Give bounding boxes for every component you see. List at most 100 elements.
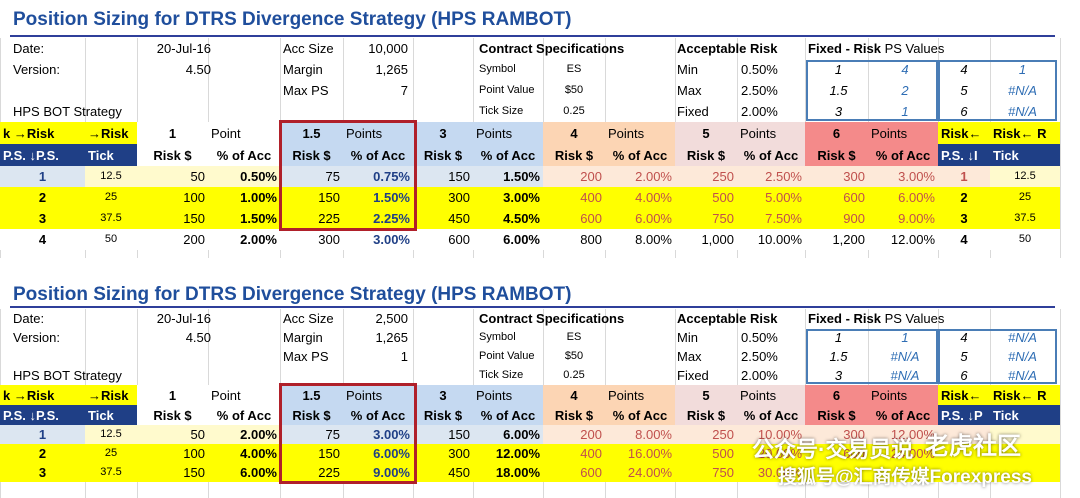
risk-value[interactable]: 500 (675, 444, 737, 463)
risk-value[interactable]: 300 (805, 425, 868, 444)
risk-fixed-label[interactable]: Fixed (677, 104, 709, 119)
risk-value[interactable]: 400 (543, 187, 605, 208)
margin-value[interactable]: 1,265 (375, 62, 408, 77)
acceptable-risk-heading[interactable]: Acceptable Risk (677, 311, 778, 326)
tick-size-value[interactable]: 0.25 (563, 369, 585, 381)
pct-value[interactable]: 5.00% (737, 187, 805, 208)
pct-value[interactable]: 3.00% (343, 425, 413, 444)
row-right-tick[interactable] (990, 425, 1060, 444)
head-tick[interactable]: Tick (85, 405, 137, 425)
row-tick[interactable]: 37.5 (85, 208, 137, 229)
pct-value[interactable]: 20.00% (737, 444, 805, 463)
maxps-label[interactable]: Max PS (283, 349, 329, 364)
pct-value[interactable]: 3.00% (343, 229, 413, 250)
pct-header[interactable]: % of Acc (605, 144, 675, 166)
risk-value[interactable]: 300 (413, 444, 473, 463)
symbol-value[interactable]: ES (566, 331, 582, 343)
fixed-ps-value[interactable]: #N/A (1008, 104, 1037, 119)
fixed-ps-value[interactable]: 1 (1018, 62, 1027, 77)
point-value-label[interactable]: Point Value (479, 84, 535, 96)
risk-value[interactable]: 300 (280, 229, 343, 250)
head-left-b[interactable]: →Risk (85, 385, 137, 405)
group-head-unit-4[interactable]: Points (605, 122, 675, 144)
acceptable-risk-heading[interactable]: Acceptable Risk (677, 41, 778, 56)
risk-value[interactable]: 450 (413, 463, 473, 482)
row-ps[interactable]: 3 (0, 208, 85, 229)
group-head-unit-5[interactable]: Points (737, 122, 805, 144)
head-ps[interactable]: P.S. ↓P.S. (0, 405, 85, 425)
tick-size-label[interactable]: Tick Size (479, 369, 524, 381)
tick-size-label[interactable]: Tick Size (479, 105, 524, 117)
pct-value[interactable]: 10.00% (737, 425, 805, 444)
risk-header[interactable]: Risk $ (805, 144, 868, 166)
pct-value[interactable]: 9.00% (868, 208, 938, 229)
pct-value[interactable] (868, 463, 938, 482)
pct-header[interactable]: % of Acc (605, 405, 675, 425)
pct-value[interactable]: 6.00% (343, 444, 413, 463)
risk-value[interactable]: 225 (280, 208, 343, 229)
contract-heading[interactable]: Contract Specifications (479, 311, 625, 326)
pct-value[interactable]: 12.00% (868, 425, 938, 444)
risk-value[interactable]: 50 (137, 425, 208, 444)
risk-value[interactable]: 200 (543, 166, 605, 187)
row-right-tick[interactable]: 37.5 (990, 208, 1060, 229)
risk-max-label[interactable]: Max (677, 83, 702, 98)
pct-value[interactable]: 6.00% (208, 463, 280, 482)
date-label[interactable]: Date: (13, 311, 45, 326)
maxps-value[interactable]: 7 (400, 83, 408, 98)
fixed-ps-value[interactable]: #N/A (1008, 83, 1037, 98)
pct-value[interactable]: 4.00% (208, 444, 280, 463)
pct-header[interactable]: % of Acc (473, 144, 543, 166)
fixed-ps-value[interactable]: 4 (960, 62, 968, 77)
head-right-tick[interactable]: Tick (990, 144, 1060, 166)
margin-value[interactable]: 1,265 (375, 330, 408, 345)
row-right-tick[interactable]: 25 (990, 187, 1060, 208)
row-right-ps[interactable] (938, 425, 990, 444)
strategy-label[interactable]: HPS BOT Strategy (13, 104, 122, 119)
fixed-ps-value[interactable]: 5 (960, 349, 968, 364)
risk-value[interactable]: 600 (543, 463, 605, 482)
fixed-ps-heading[interactable]: Fixed - Risk PS Values (805, 38, 1055, 59)
pct-value[interactable]: 1.50% (343, 187, 413, 208)
risk-header[interactable]: Risk $ (413, 405, 473, 425)
risk-header[interactable]: Risk $ (543, 405, 605, 425)
group-head-unit-1[interactable]: Point (208, 385, 280, 405)
risk-max-value[interactable]: 2.50% (741, 349, 778, 364)
sheet-title[interactable]: Position Sizing for DTRS Divergence Stra… (13, 8, 572, 30)
risk-value[interactable]: 500 (675, 187, 737, 208)
group-head-unit-2[interactable]: Points (343, 385, 413, 405)
risk-value[interactable]: 200 (543, 425, 605, 444)
pct-header[interactable]: % of Acc (868, 405, 938, 425)
pct-value[interactable]: 3.00% (473, 187, 543, 208)
pct-value[interactable]: 12.00% (473, 444, 543, 463)
point-value-value[interactable]: $50 (564, 84, 584, 96)
risk-min-label[interactable]: Min (677, 330, 698, 345)
risk-value[interactable]: 600 (543, 208, 605, 229)
fixed-ps-value[interactable]: 3 (834, 368, 843, 383)
group-head-1[interactable]: 1 (137, 385, 208, 405)
group-head-4[interactable]: 4 (543, 385, 605, 405)
pct-value[interactable]: 4.00% (605, 187, 675, 208)
pct-value[interactable]: 2.00% (208, 229, 280, 250)
group-head-unit-6[interactable]: Points (868, 122, 938, 144)
fixed-ps-value[interactable]: 2 (901, 83, 909, 98)
pct-value[interactable]: 4.50% (473, 208, 543, 229)
version-label[interactable]: Version: (13, 62, 60, 77)
acc-size-value[interactable]: 2,500 (375, 311, 408, 326)
risk-min-label[interactable]: Min (677, 62, 698, 77)
pct-value[interactable]: 24.00% (605, 463, 675, 482)
risk-value[interactable]: 1,200 (805, 229, 868, 250)
fixed-ps-value[interactable]: #N/A (1008, 368, 1037, 383)
date-value[interactable]: 20-Jul-16 (156, 41, 211, 56)
pct-value[interactable]: 7.50% (737, 208, 805, 229)
group-head-5[interactable]: 5 (675, 122, 737, 144)
date-value[interactable]: 20-Jul-16 (156, 311, 211, 326)
risk-value[interactable]: 150 (413, 425, 473, 444)
group-head-unit-3[interactable]: Points (473, 122, 543, 144)
row-ps[interactable]: 4 (0, 229, 85, 250)
head-right-a[interactable]: Risk← (938, 122, 990, 144)
pct-header[interactable]: % of Acc (737, 144, 805, 166)
risk-value[interactable]: 75 (280, 166, 343, 187)
row-right-ps[interactable]: 3 (938, 208, 990, 229)
pct-value[interactable]: 3.00% (868, 166, 938, 187)
